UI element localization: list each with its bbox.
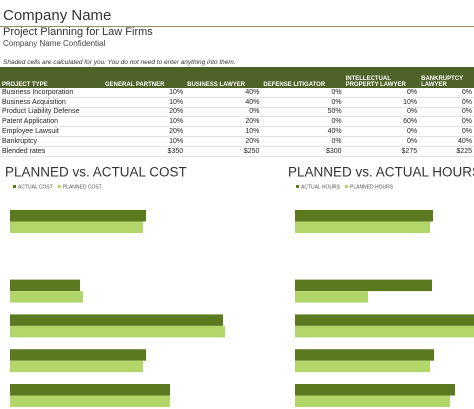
bar: [10, 279, 80, 292]
table-cell: 0%: [419, 88, 474, 98]
table-row: Bankruptcy 10% 20% 0% 0% 40%: [0, 136, 474, 147]
bar: [295, 349, 434, 361]
table-row: Employee Lawsuit 20% 10% 40% 0% 0%: [0, 126, 474, 137]
table-row: Business Incorporation 10% 40% 0% 0% 0%: [0, 88, 474, 98]
legend-swatch: [13, 185, 16, 188]
table-cell: Bankruptcy: [0, 136, 103, 147]
table-cell: 20%: [102, 126, 186, 137]
column-header: INTELLECTUAL PROPERTY LAWYER: [343, 67, 420, 88]
table-cell: 0%: [419, 116, 474, 128]
table-cell: $250: [185, 146, 262, 157]
bar: [295, 210, 433, 222]
legend-swatch: [345, 185, 348, 188]
column-header: BUSINESS LAWYER: [185, 67, 262, 88]
bar: [10, 325, 225, 338]
title-rule: [0, 26, 474, 27]
table-cell: Employee Lawsuit: [0, 126, 103, 137]
table-cell: 0%: [419, 126, 474, 137]
table-cell: 40%: [261, 126, 344, 137]
table-cell: 0%: [261, 88, 344, 98]
table-cell: Business Acquisition: [0, 97, 103, 108]
bar: [295, 325, 474, 338]
column-header: PROJECT TYPE: [0, 67, 103, 88]
table-cell: 20%: [185, 116, 262, 128]
legend-swatch: [57, 185, 61, 188]
table-cell: $275: [343, 146, 420, 157]
table-cell: 0%: [419, 97, 474, 108]
table-cell: 0%: [261, 97, 344, 108]
legend-label: ACTUAL HOURS: [301, 184, 341, 190]
legend-label: PLANNED HOURS: [350, 184, 394, 190]
bar: [295, 314, 474, 326]
note: Shaded cells are calculated for you. You…: [3, 59, 236, 66]
subtitle: Project Planning for Law Firms: [3, 26, 153, 38]
table-cell: 0%: [419, 107, 474, 118]
rates-table: PROJECT TYPE GENERAL PARTNER BUSINESS LAWY…: [0, 67, 474, 157]
bar: [295, 395, 450, 407]
legend-label: ACTUAL COST: [18, 184, 53, 190]
header-row: PROJECT TYPE GENERAL PARTNER BUSINESS LAWY…: [0, 67, 474, 88]
table-row: Product Liability Defense 20% 0% 50% 0% 0%: [0, 107, 474, 118]
table-cell: 60%: [343, 116, 420, 128]
table-cell: Business Incorporation: [0, 88, 103, 98]
table-row: Blended rates $350 $250 $300 $275 $225: [0, 146, 474, 157]
table-cell: 40%: [185, 88, 262, 98]
bar: [295, 384, 455, 396]
table-cell: 40%: [419, 136, 474, 147]
bar: [10, 349, 146, 361]
table-cell: 10%: [185, 126, 262, 137]
table-cell: 40%: [185, 97, 262, 108]
table-cell: Blended rates: [0, 146, 103, 157]
bar: [10, 210, 146, 222]
chart-title: PLANNED vs. ACTUAL COST: [5, 165, 187, 180]
column-header: DEFENSE LITIGATOR: [261, 67, 344, 88]
bar: [10, 291, 83, 303]
confidential: Company Name Confidential: [3, 39, 106, 48]
table-cell: 10%: [102, 97, 186, 108]
column-header: GENERAL PARTNER: [102, 67, 186, 88]
table-cell: 10%: [102, 88, 186, 98]
table-cell: 0%: [343, 136, 420, 147]
table-cell: $225: [419, 146, 474, 157]
chart-title: PLANNED vs. ACTUAL HOURS: [288, 165, 474, 180]
table-cell: 0%: [343, 107, 420, 118]
table-row: Patent Application 10% 20% 0% 60% 0%: [0, 116, 474, 128]
column-header: BANKRUPTCY LAWYER: [419, 67, 474, 88]
table-cell: 0%: [261, 116, 344, 128]
company-name: Company Name: [3, 7, 112, 24]
table-cell: 20%: [185, 136, 262, 147]
table-cell: 20%: [102, 107, 186, 118]
table-cell: Patent Application: [0, 116, 103, 128]
table-cell: $300: [261, 146, 344, 157]
table-cell: 10%: [343, 97, 420, 108]
legend-label: PLANNED COST: [63, 184, 102, 190]
bar: [10, 395, 170, 407]
table-cell: 10%: [102, 136, 186, 147]
bar: [10, 384, 170, 396]
table-cell: 0%: [343, 88, 420, 98]
bar: [295, 279, 432, 292]
table-cell: 0%: [261, 136, 344, 147]
bar: [10, 360, 143, 373]
legend-swatch: [296, 185, 299, 188]
bar: [295, 221, 430, 233]
table-cell: Product Liability Defense: [0, 107, 103, 118]
bar: [10, 314, 223, 326]
bar: [10, 221, 143, 233]
table-cell: $350: [102, 146, 186, 157]
table-cell: 50%: [261, 107, 344, 118]
table-cell: 0%: [185, 107, 262, 118]
bar: [295, 291, 368, 303]
table-row: Business Acquisition 10% 40% 0% 10% 0%: [0, 97, 474, 108]
table-cell: 0%: [343, 126, 420, 137]
table-body: Business Incorporation 10% 40% 0% 0% 0% Busine…: [0, 88, 474, 157]
table-cell: 10%: [102, 116, 186, 128]
bar: [295, 360, 430, 373]
